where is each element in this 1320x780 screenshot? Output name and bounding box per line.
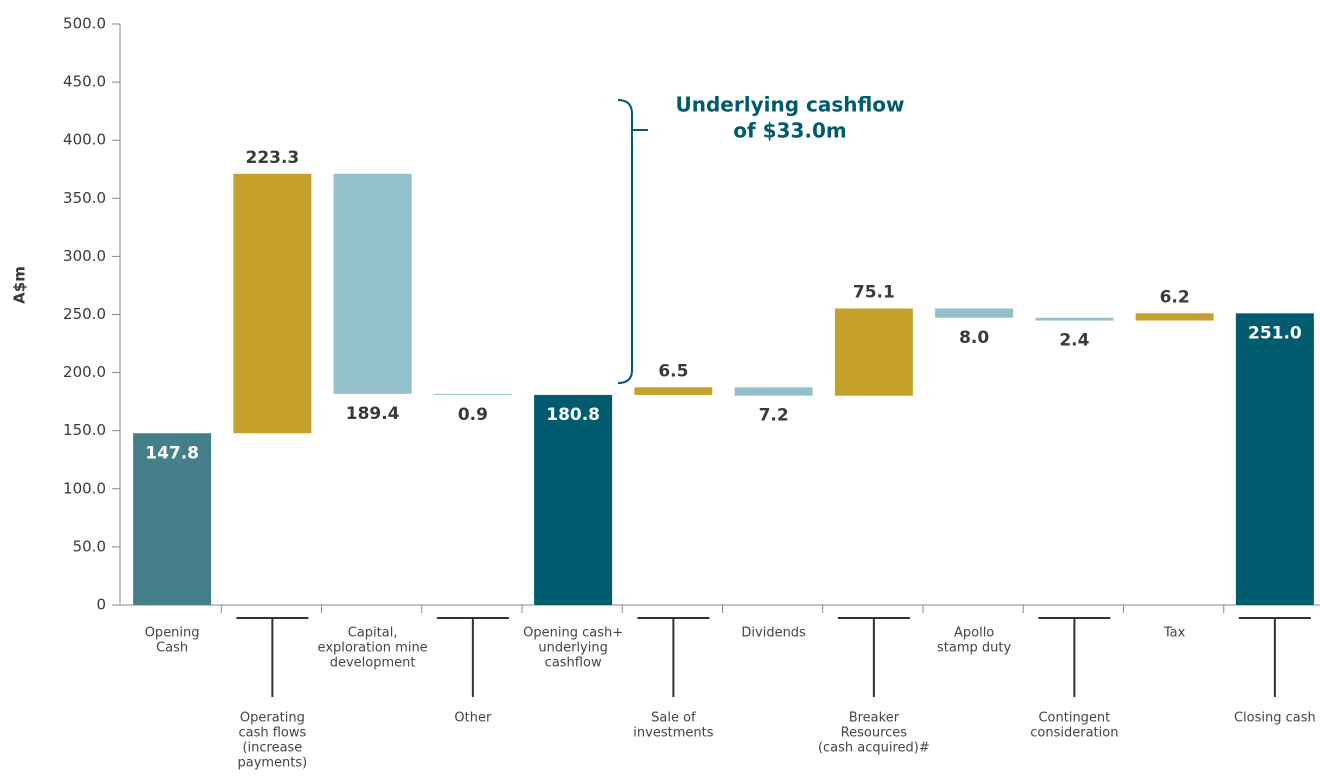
bar	[1035, 317, 1114, 321]
x-tick-label: (cash acquired)#	[818, 741, 930, 756]
y-tick-label: 50.0	[73, 537, 106, 555]
y-tick-label: 0	[96, 596, 106, 614]
y-tick-label: 300.0	[63, 247, 106, 265]
data-label: 251.0	[1248, 323, 1302, 343]
y-tick-label: 100.0	[63, 479, 106, 497]
bar	[734, 387, 813, 396]
data-label: 2.4	[1059, 331, 1089, 351]
x-tick-label: cash flows	[238, 726, 306, 741]
y-tick-label: 450.0	[63, 73, 106, 91]
bar	[333, 173, 412, 394]
x-tick-label: Operating	[240, 711, 305, 726]
y-tick-label: 200.0	[63, 363, 106, 381]
data-label: 147.8	[145, 443, 199, 463]
x-tick-label: Tax	[1163, 626, 1186, 641]
bar	[1135, 313, 1214, 321]
x-tick-label: Resources	[841, 726, 908, 741]
x-tick-label: payments)	[237, 756, 307, 771]
annotation: of $33.0m	[733, 119, 847, 143]
data-label: 189.4	[346, 404, 400, 424]
x-tick-label: Capital,	[348, 626, 398, 641]
annotation: Underlying cashflow	[675, 93, 904, 117]
y-tick-label: 400.0	[63, 131, 106, 149]
x-tick-label: stamp duty	[937, 641, 1011, 656]
x-tick-label: Closing cash	[1234, 711, 1316, 726]
y-tick-label: 350.0	[63, 189, 106, 207]
bar	[133, 433, 212, 605]
data-label: 7.2	[759, 406, 789, 426]
y-tick-label: 500.0	[63, 15, 106, 33]
x-tick-label: Contingent	[1038, 711, 1110, 726]
data-label: 180.8	[546, 405, 600, 425]
data-label: 8.0	[959, 328, 989, 348]
bar	[834, 308, 913, 396]
x-tick-label: Cash	[156, 641, 188, 656]
x-tick-label: investments	[633, 726, 713, 741]
x-tick-label: Apollo	[954, 626, 994, 641]
bar	[935, 308, 1014, 318]
bar	[233, 173, 312, 434]
data-label: 0.9	[458, 405, 488, 425]
x-tick-label: consideration	[1030, 726, 1118, 741]
x-tick-label: underlying	[538, 641, 607, 656]
x-tick-label: Sale of	[651, 711, 696, 726]
x-tick-label: cashflow	[545, 656, 602, 671]
x-tick-label: (increase	[242, 741, 302, 756]
x-tick-label: Dividends	[741, 626, 806, 641]
data-label: 223.3	[245, 148, 299, 168]
y-axis-label: A$m	[11, 266, 29, 304]
data-label: 6.5	[658, 361, 688, 381]
x-tick-label: exploration mine	[318, 641, 428, 656]
x-tick-label: Other	[454, 711, 492, 726]
x-tick-label: Opening cash+	[523, 626, 623, 641]
x-tick-label: Breaker	[849, 711, 900, 726]
data-label: 75.1	[853, 282, 895, 302]
x-tick-label: Opening	[145, 626, 200, 641]
bar	[534, 394, 613, 605]
x-tick-label: development	[330, 656, 416, 671]
data-label: 6.2	[1160, 287, 1190, 307]
bracket	[617, 99, 648, 384]
y-tick-label: 250.0	[63, 305, 106, 323]
y-tick-label: 150.0	[63, 421, 106, 439]
bar	[1235, 313, 1314, 605]
bar	[433, 393, 512, 395]
bar	[634, 387, 713, 395]
